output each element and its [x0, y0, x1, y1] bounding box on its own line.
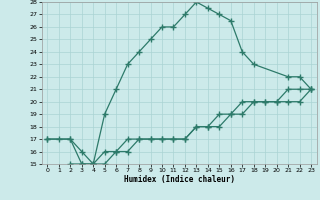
X-axis label: Humidex (Indice chaleur): Humidex (Indice chaleur) [124, 175, 235, 184]
